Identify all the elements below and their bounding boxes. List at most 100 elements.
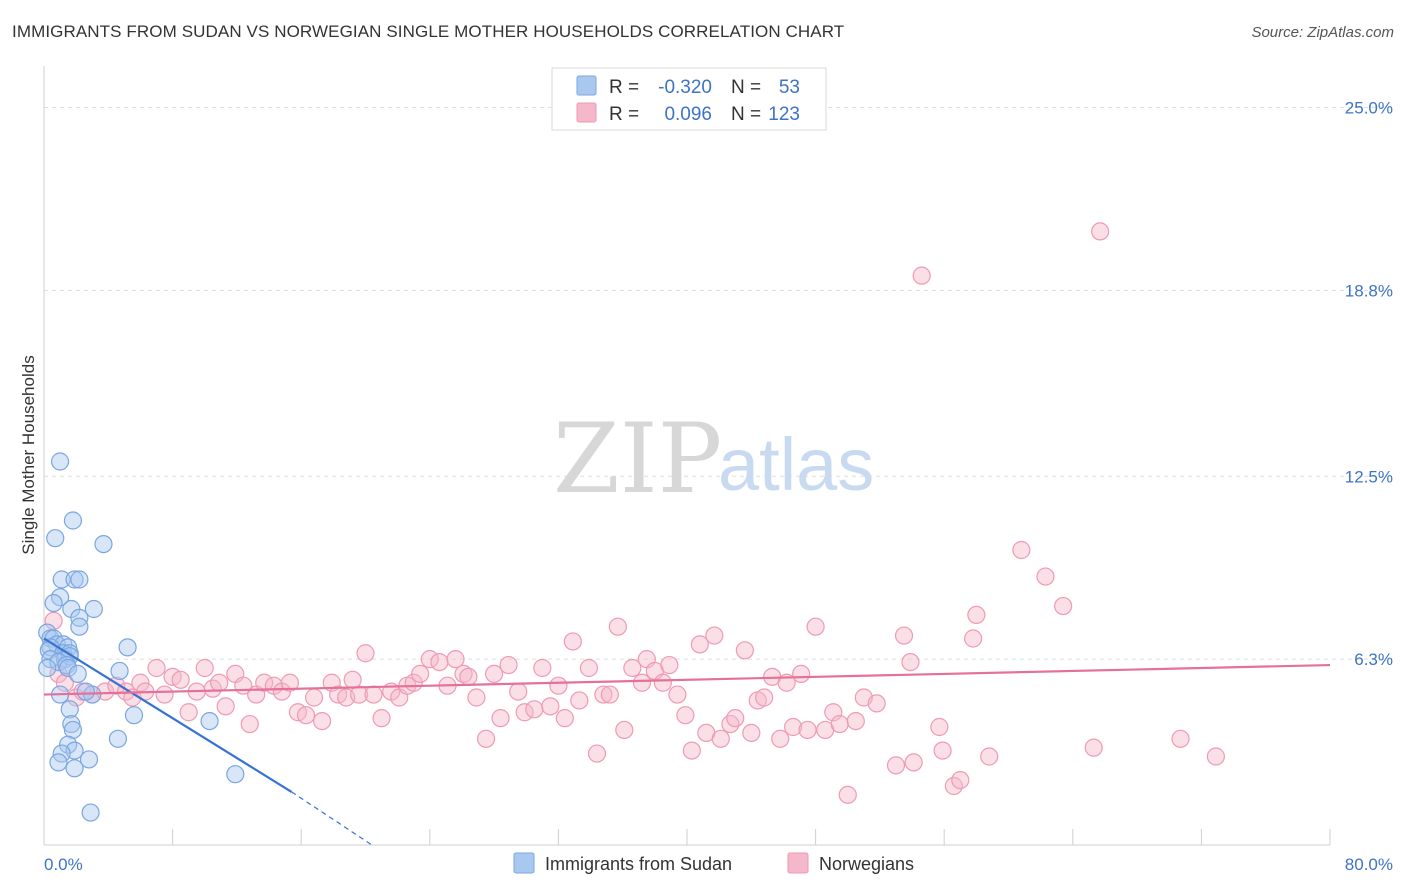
- norwegians-point-102: [838, 785, 857, 804]
- norwegians-point-120: [1054, 596, 1073, 616]
- norwegians-point-81: [682, 741, 701, 760]
- norwegians-point-0: [44, 611, 63, 630]
- y-tick-label-0: 6.3%: [1354, 650, 1393, 669]
- sudan-point-35: [76, 682, 95, 701]
- norwegians-point-62: [541, 697, 560, 716]
- norwegians-point-65: [563, 632, 582, 651]
- sudan-point-8: [44, 593, 63, 613]
- norwegians-point-60: [525, 700, 544, 719]
- norwegians-point-64: [555, 709, 574, 728]
- sudan-point-47: [65, 759, 84, 778]
- axes: [43, 66, 1331, 846]
- norwegians-point-72: [615, 720, 634, 740]
- norwegians-point-39: [356, 644, 375, 663]
- norwegians-point-109: [904, 753, 923, 772]
- norwegians-point-55: [485, 664, 504, 684]
- sudan-point-32: [68, 664, 87, 684]
- norwegians-point-71: [608, 617, 627, 636]
- trend-line-sudan-extension: [291, 791, 373, 846]
- legend-swatch-blue: [576, 75, 597, 96]
- norwegians-point-111: [930, 717, 949, 737]
- norwegians-point-84: [705, 626, 724, 645]
- sudan-point-20: [118, 638, 137, 657]
- norwegians-point-53: [467, 688, 486, 707]
- watermark-zip: ZIP: [553, 403, 722, 515]
- sudan-point-2: [46, 529, 65, 548]
- norwegians-point-13: [155, 685, 174, 704]
- y-tick-label-1: 12.5%: [1345, 467, 1393, 486]
- norwegians-point-33: [312, 711, 332, 731]
- norwegians-point-68: [587, 744, 607, 763]
- correlation-legend: R = -0.320 N = 53 R = 0.096 N = 123: [551, 67, 827, 131]
- legend-box: [551, 67, 827, 131]
- norwegians-point-32: [304, 688, 324, 707]
- norwegians-point-70: [600, 685, 619, 704]
- norwegians-point-29: [280, 673, 300, 692]
- norwegians-point-77: [653, 673, 672, 692]
- norwegians-point-121: [1091, 222, 1110, 241]
- x-tick-label-1: 80.0%: [1345, 855, 1393, 874]
- norwegians-point-97: [798, 720, 817, 740]
- norwegians-point-105: [867, 694, 886, 713]
- norwegians-point-87: [726, 709, 745, 728]
- norwegians-point-20: [210, 673, 229, 692]
- norwegians-point-82: [690, 635, 709, 654]
- sudan-point-5: [65, 570, 84, 589]
- norwegians-point-21: [216, 697, 235, 716]
- sudan-point-3: [94, 534, 113, 554]
- sudan-point-1: [63, 511, 83, 530]
- norwegians-point-86: [721, 714, 740, 734]
- norwegians-point-46: [411, 664, 430, 684]
- norwegians-point-117: [980, 747, 999, 766]
- norwegians-point-122: [1084, 738, 1103, 757]
- y-tick-labels: 6.3% 12.5% 18.8% 25.0%: [1345, 99, 1393, 670]
- norwegians-point-67: [579, 658, 599, 678]
- legend-r-value-pink: 0.096: [664, 104, 712, 125]
- norwegians-point-110: [912, 266, 931, 285]
- sudan-point-29: [38, 658, 57, 678]
- norwegians-point-38: [349, 685, 369, 704]
- y-tick-label-2: 18.8%: [1345, 281, 1393, 300]
- legend-r-value-blue: -0.320: [658, 77, 712, 98]
- series-legend-label-blue: Immigrants from Sudan: [545, 854, 732, 874]
- y-axis-label: Single Mother Households: [19, 355, 38, 554]
- sudan-point-37: [124, 706, 144, 725]
- norwegians-point-100: [824, 703, 843, 722]
- norwegians-point-57: [499, 655, 518, 675]
- norwegians-point-24: [240, 714, 259, 734]
- chart-source: Source: ZipAtlas.com: [1251, 24, 1394, 41]
- norwegians-point-73: [623, 658, 642, 678]
- sudan-point-36: [60, 700, 79, 719]
- trend-lines: [43, 637, 1331, 846]
- norwegians-point-52: [459, 667, 478, 686]
- norwegians-point-112: [933, 741, 952, 760]
- chart-title: IMMIGRANTS FROM SUDAN VS NORWEGIAN SINGL…: [12, 22, 845, 41]
- y-tick-label-3: 25.0%: [1345, 99, 1393, 118]
- norwegians-point-40: [364, 685, 383, 704]
- norwegians-point-56: [491, 709, 510, 728]
- watermark-atlas: atlas: [718, 423, 874, 506]
- norwegians-point-106: [886, 756, 906, 775]
- sudan-point-38: [200, 711, 219, 731]
- series-legend: Immigrants from Sudan Norwegians: [513, 852, 914, 874]
- norwegians-point-123: [1171, 729, 1190, 748]
- series-legend-swatch-pink: [787, 852, 809, 874]
- norwegians-point-48: [430, 652, 449, 672]
- norwegians-point-101: [830, 714, 849, 734]
- legend-swatch-pink: [576, 102, 597, 123]
- legend-r-label-blue: R =: [609, 77, 639, 98]
- norwegians-point-12: [147, 658, 166, 678]
- norwegians-point-58: [509, 682, 528, 701]
- norwegians-point-18: [195, 658, 214, 678]
- sudan-point-48: [226, 765, 245, 784]
- watermark: ZIP atlas: [553, 403, 874, 515]
- grid-lines: [44, 107, 1392, 660]
- norwegians-point-54: [476, 729, 496, 748]
- sudan-point-45: [79, 750, 99, 769]
- norwegians-point-118: [1012, 540, 1031, 560]
- sudan-point-12: [70, 617, 89, 636]
- legend-n-value-pink: 123: [768, 104, 800, 125]
- norwegians-point-85: [711, 729, 730, 748]
- norwegians-point-95: [783, 717, 803, 737]
